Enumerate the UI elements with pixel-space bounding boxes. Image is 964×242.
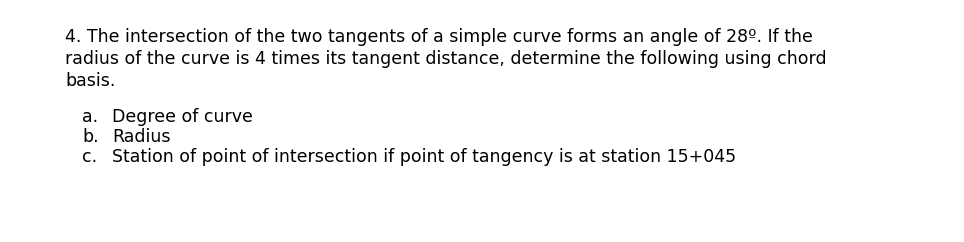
- Text: Station of point of intersection if point of tangency is at station 15+045: Station of point of intersection if poin…: [112, 148, 736, 166]
- Text: basis.: basis.: [65, 72, 116, 90]
- Text: Radius: Radius: [112, 128, 171, 146]
- Text: b.: b.: [82, 128, 98, 146]
- Text: a.: a.: [82, 108, 98, 126]
- Text: radius of the curve is 4 times its tangent distance, determine the following usi: radius of the curve is 4 times its tange…: [65, 50, 826, 68]
- Text: Degree of curve: Degree of curve: [112, 108, 253, 126]
- Text: c.: c.: [82, 148, 97, 166]
- Text: 4. The intersection of the two tangents of a simple curve forms an angle of 28º.: 4. The intersection of the two tangents …: [65, 28, 813, 46]
